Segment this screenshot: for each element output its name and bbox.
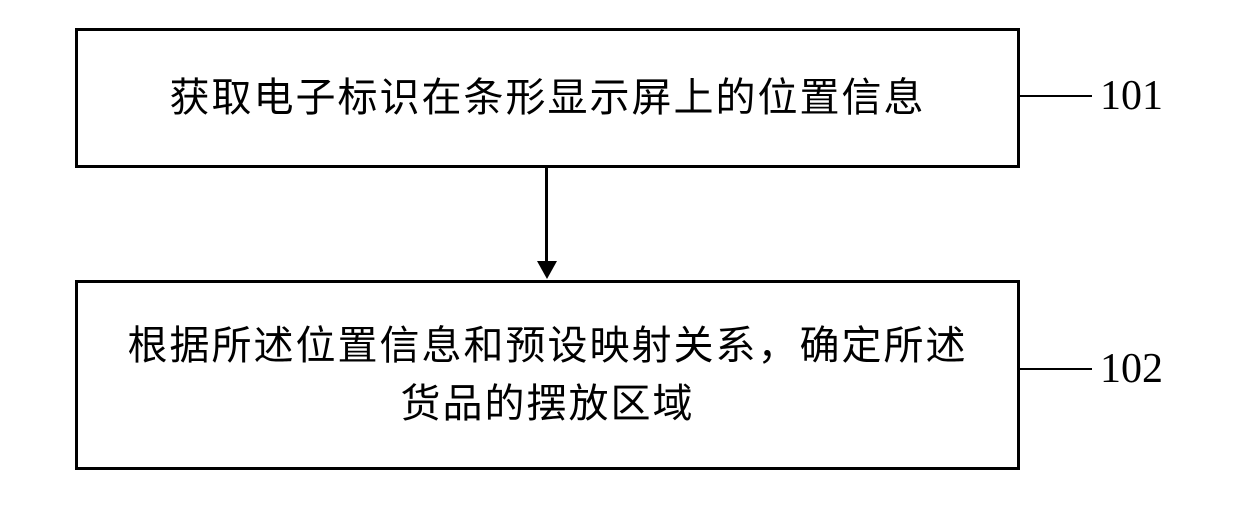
flowchart-container: 获取电子标识在条形显示屏上的位置信息 101 根据所述位置信息和预设映射关系，确… — [0, 0, 1239, 511]
leader-line-1 — [1020, 95, 1092, 97]
leader-line-2 — [1020, 368, 1092, 370]
step-2-text: 根据所述位置信息和预设映射关系，确定所述货品的摆放区域 — [108, 317, 987, 433]
flowchart-step-2: 根据所述位置信息和预设映射关系，确定所述货品的摆放区域 — [75, 280, 1020, 470]
step-2-label: 102 — [1100, 345, 1163, 393]
arrow-line — [545, 168, 548, 262]
step-1-label: 101 — [1100, 72, 1163, 120]
flowchart-step-1: 获取电子标识在条形显示屏上的位置信息 — [75, 28, 1020, 168]
arrow-head-icon — [537, 261, 557, 279]
step-1-text: 获取电子标识在条形显示屏上的位置信息 — [170, 69, 926, 127]
